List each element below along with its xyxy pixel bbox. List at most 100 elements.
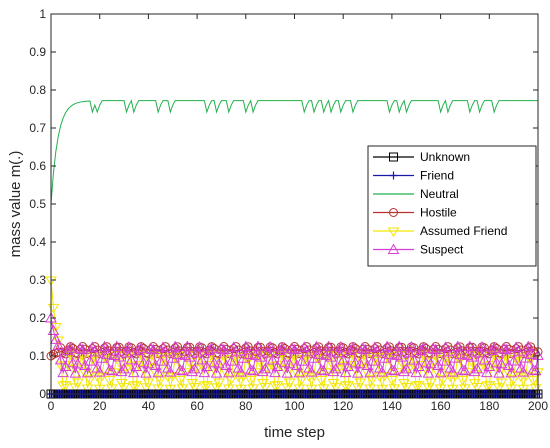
data-point-suspect (330, 362, 342, 374)
data-point-suspect (295, 355, 308, 366)
data-point-assumed-friend (118, 383, 130, 393)
data-point-suspect (481, 366, 493, 378)
data-point-assumed-friend (174, 375, 186, 386)
data-point-suspect (390, 349, 403, 360)
data-point-suspect (235, 366, 247, 377)
data-point-suspect (176, 364, 189, 376)
data-point-assumed-friend (424, 378, 437, 388)
data-point-suspect (308, 352, 320, 363)
data-point-suspect (76, 343, 89, 355)
data-point-suspect (247, 364, 259, 376)
data-point-suspect (371, 345, 384, 357)
data-point-suspect (69, 367, 82, 378)
data-point-assumed-friend (84, 375, 96, 385)
data-point-assumed-friend (276, 350, 289, 361)
x-tick-label: 0 (48, 399, 55, 413)
y-tick-label: 0.2 (29, 311, 46, 325)
data-point-suspect (88, 345, 101, 357)
data-point-suspect (54, 353, 67, 365)
y-tick-label: 0.7 (29, 121, 46, 135)
data-point-suspect (364, 366, 376, 378)
series-neutral (50, 99, 538, 205)
data-point-suspect (84, 355, 96, 366)
data-point-assumed-friend (200, 381, 213, 391)
data-point-suspect (154, 355, 167, 366)
data-point-assumed-friend (437, 375, 449, 385)
y-axis-title: mass value m(.) (7, 151, 24, 258)
data-point-suspect (210, 367, 223, 378)
data-point-suspect (110, 340, 123, 352)
data-point-suspect (140, 367, 152, 378)
data-point-suspect (417, 342, 430, 353)
data-point-suspect (249, 349, 262, 360)
data-point-assumed-friend (347, 350, 359, 361)
data-point-suspect (519, 352, 532, 363)
data-point-suspect (512, 345, 525, 357)
x-tick-label: 140 (382, 399, 402, 413)
data-point-suspect (351, 367, 364, 378)
data-point-assumed-friend (213, 378, 225, 388)
legend-box (367, 145, 537, 267)
data-point-assumed-friend (456, 376, 469, 386)
data-point-suspect (463, 340, 476, 352)
legend-label: Neutral (420, 187, 459, 201)
data-point-suspect (347, 342, 359, 353)
data-point-suspect (449, 352, 462, 363)
data-point-suspect (222, 366, 235, 378)
data-point-suspect (493, 367, 505, 378)
data-point-suspect (127, 366, 140, 378)
x-tick-label: 120 (333, 399, 353, 413)
data-point-suspect (264, 340, 276, 352)
data-point-suspect (359, 343, 371, 355)
x-tick-label: 180 (479, 399, 499, 413)
data-point-suspect (57, 366, 70, 378)
data-point-suspect (261, 346, 274, 358)
y-tick-label: 1 (39, 7, 46, 21)
data-point-suspect (468, 365, 481, 377)
data-point-suspect (500, 343, 513, 355)
data-point-assumed-friend (64, 350, 77, 361)
data-point-assumed-friend (434, 384, 447, 394)
data-point-suspect (64, 342, 77, 353)
data-point-suspect (286, 342, 298, 354)
data-point-assumed-friend (93, 384, 106, 395)
data-point-assumed-friend (259, 383, 272, 393)
data-point-suspect (118, 362, 130, 374)
data-point-assumed-friend (317, 384, 330, 394)
data-point-suspect (144, 342, 157, 354)
data-point-suspect (74, 342, 87, 354)
x-tick-label: 200 (528, 399, 548, 413)
data-point-suspect (383, 348, 396, 359)
data-point-assumed-friend (188, 383, 201, 393)
data-point-assumed-friend (385, 376, 398, 386)
data-point-suspect (317, 364, 330, 376)
legend-marker (389, 152, 398, 162)
data-point-suspect (337, 353, 350, 365)
x-axis-title: time step (264, 424, 325, 441)
data-point-suspect (169, 340, 182, 352)
data-point-suspect (471, 362, 483, 374)
data-point-suspect (96, 352, 108, 363)
data-point-suspect (244, 363, 257, 375)
data-point-assumed-friend (461, 368, 474, 378)
data-point-suspect (451, 340, 464, 352)
x-tick-label: 160 (431, 399, 451, 413)
data-point-suspect (166, 352, 179, 363)
y-tick-label: 0.9 (29, 45, 46, 59)
data-point-suspect (50, 333, 62, 344)
data-point-assumed-friend (388, 384, 401, 394)
data-point-assumed-friend (59, 381, 72, 391)
data-point-suspect (283, 357, 296, 369)
data-point-assumed-friend (244, 376, 257, 386)
data-point-suspect (132, 344, 145, 356)
data-point-suspect (142, 357, 155, 369)
data-point-suspect (269, 366, 281, 378)
data-point-suspect (366, 355, 379, 366)
legend-label: Unknown (420, 150, 470, 164)
data-point-suspect (52, 339, 65, 350)
data-point-assumed-friend (295, 375, 308, 385)
data-point-suspect (252, 340, 264, 352)
data-point-assumed-friend (417, 350, 430, 361)
data-point-suspect (344, 344, 357, 356)
legend-item-neutral: Neutral (373, 187, 459, 201)
